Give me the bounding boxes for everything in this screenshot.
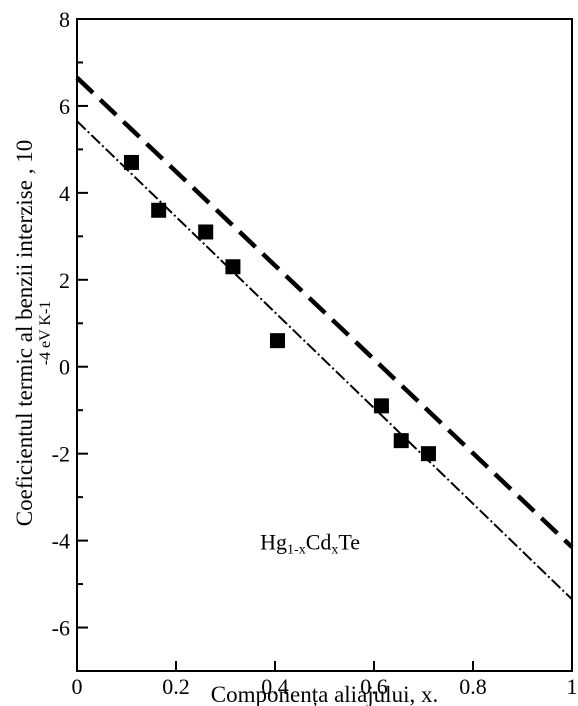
dashed-fit-line — [75, 76, 574, 549]
data-point — [198, 224, 214, 240]
axes: 0 0.2 0.4 0.6 0.8 1 -6 -4 -2 0 2 4 6 8 — [52, 7, 578, 699]
data-point — [151, 202, 167, 218]
x-axis-title: Componența aliajului, x. — [211, 682, 438, 706]
x-tick-label: 1 — [567, 674, 578, 699]
dash-dot-fit-line — [76, 120, 573, 600]
x-tick-label: 0 — [72, 674, 83, 699]
y-axis-title-line2: -4 eV K-1 — [37, 301, 54, 366]
y-tick-label: 6 — [59, 94, 70, 119]
x-tick-label: 0.6 — [360, 674, 388, 699]
data-point — [225, 259, 241, 275]
y-axis-title: Coeficientul termic al benzii interzise … — [12, 140, 54, 526]
data-point — [420, 446, 436, 462]
y-tick-label: 4 — [59, 181, 70, 206]
x-tick-label: 0.8 — [459, 674, 487, 699]
y-axis-title-line1: Coeficientul termic al benzii interzise … — [12, 140, 37, 526]
y-tick-label: 0 — [59, 355, 70, 380]
y-tick-label: 8 — [59, 7, 70, 32]
annotation-subscript: x — [331, 542, 338, 557]
x-tick-label: 0.4 — [261, 674, 289, 699]
data-point — [269, 333, 285, 349]
plot-series — [75, 76, 574, 600]
annotation-text: Cd — [306, 529, 332, 554]
y-tick-label: -6 — [52, 616, 70, 641]
annotation-subscript: 1-x — [287, 542, 306, 557]
data-point — [123, 154, 139, 170]
y-tick-label: 2 — [59, 268, 70, 293]
x-tick-label: 0.2 — [162, 674, 190, 699]
annotation-label: Hg1-xCdxTe — [260, 529, 360, 557]
data-point — [393, 433, 409, 449]
y-tick-label: -4 — [52, 529, 70, 554]
y-tick-label: -2 — [52, 442, 70, 467]
annotation-text: Hg — [260, 529, 287, 554]
data-point — [373, 398, 389, 414]
plot-frame — [76, 18, 573, 672]
annotation-text: Te — [338, 529, 360, 554]
